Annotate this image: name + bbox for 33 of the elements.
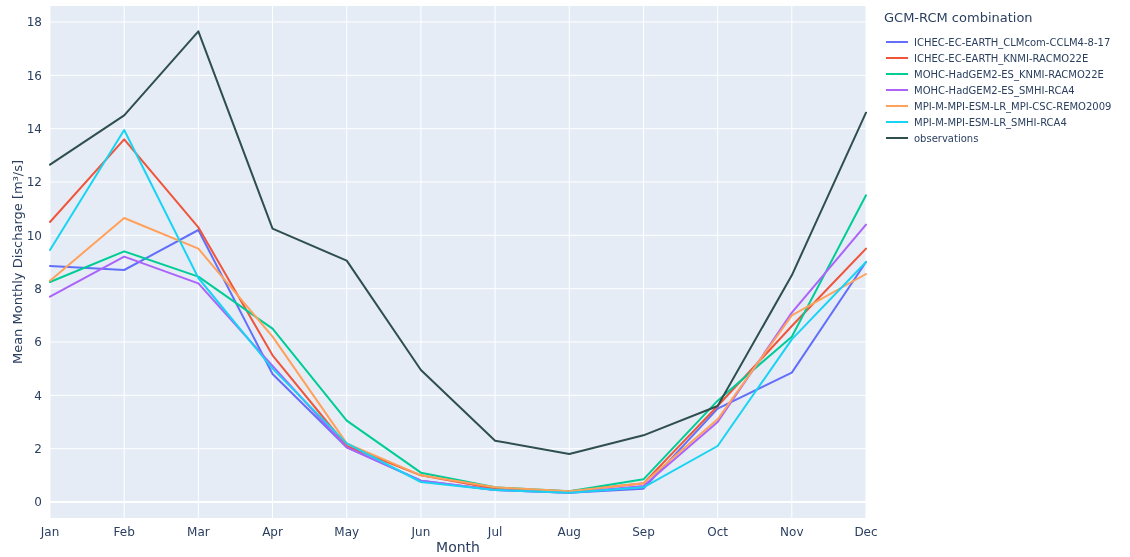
x-tick-label: Mar	[187, 525, 210, 539]
x-tick-label: Jan	[39, 525, 60, 539]
y-tick-label: 4	[34, 388, 42, 403]
x-tick-label: Jul	[486, 525, 503, 539]
y-tick-label: 14	[26, 121, 42, 136]
legend-label: MPI-M-MPI-ESM-LR_MPI-CSC-REMO2009	[914, 100, 1112, 113]
x-tick-label: Jun	[410, 525, 431, 539]
legend-label: MOHC-HadGEM2-ES_SMHI-RCA4	[914, 84, 1075, 97]
legend-label: observations	[914, 132, 979, 144]
y-axis-title: Mean Monthly Discharge [m³/s]	[10, 159, 25, 365]
x-tick-label: Feb	[113, 525, 135, 539]
y-tick-label: 0	[34, 495, 42, 510]
x-tick-label: Aug	[557, 525, 581, 539]
legend-label: ICHEC-EC-EARTH_KNMI-RACMO22E	[914, 52, 1089, 65]
y-tick-label: 2	[34, 441, 42, 456]
legend-label: MPI-M-MPI-ESM-LR_SMHI-RCA4	[914, 116, 1067, 129]
x-tick-label: Nov	[780, 525, 804, 539]
x-tick-label: Dec	[854, 525, 878, 539]
legend-title: GCM-RCM combination	[884, 10, 1033, 25]
y-tick-label: 18	[26, 15, 42, 30]
x-tick-label: Oct	[707, 525, 729, 539]
y-tick-label: 16	[26, 68, 42, 83]
y-tick-label: 10	[26, 228, 42, 243]
x-tick-label: Apr	[262, 525, 283, 539]
legend-label: MOHC-HadGEM2-ES_KNMI-RACMO22E	[914, 68, 1104, 81]
legend-label: ICHEC-EC-EARTH_CLMcom-CCLM4-8-17	[914, 36, 1111, 49]
y-tick-label: 8	[34, 281, 42, 296]
line-series	[49, 30, 867, 455]
y-tick-label: 6	[34, 335, 42, 350]
x-tick-label: May	[334, 525, 360, 539]
x-tick-label: Sep	[632, 525, 655, 539]
y-tick-label: 12	[26, 175, 42, 190]
x-axis-title: Month	[436, 539, 480, 555]
